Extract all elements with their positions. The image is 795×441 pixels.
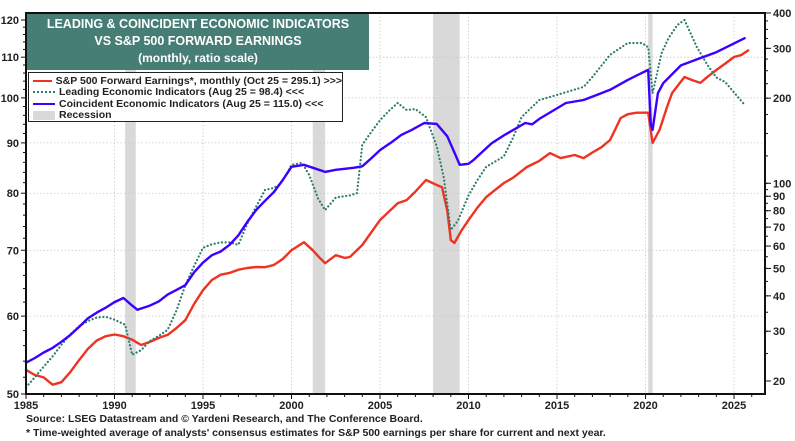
left-tick-label: 100 [1, 93, 19, 105]
title-line-3: (monthly, ratio scale) [138, 51, 258, 65]
legend-item-recession: Recession [33, 109, 342, 122]
plot-border [25, 12, 766, 395]
right-tick-label: 300 [773, 43, 791, 55]
legend-item-lei: Leading Economic Indicators (Aug 25 = 98… [33, 86, 342, 99]
series-lines [24, 18, 750, 389]
x-tick-label: 2010 [456, 400, 480, 412]
title-line-1: LEADING & COINCIDENT ECONOMIC INDICATORS [46, 17, 350, 31]
recession-bands [125, 13, 653, 394]
left-tick-label: 50 [7, 389, 19, 401]
series-sp500-forward-earnings [24, 49, 750, 386]
chart-title: LEADING & COINCIDENT ECONOMIC INDICATORS… [27, 14, 369, 70]
x-tick-label: 1985 [14, 400, 38, 412]
right-tick-label: 100 [773, 178, 791, 190]
x-tick-label: 2015 [545, 400, 569, 412]
left-tick-label: 80 [7, 188, 19, 200]
right-tick-label: 60 [773, 241, 785, 253]
legend-item-cei: Coincident Economic Indicators (Aug 25 =… [33, 98, 342, 110]
legend-item-sp500: S&P 500 Forward Earnings*, monthly (Oct … [33, 75, 342, 87]
x-tick-label: 2025 [722, 400, 746, 412]
left-tick-label: 60 [7, 311, 19, 323]
source-note: Source: LSEG Datastream and © Yardeni Re… [26, 413, 423, 425]
x-tick-label: 2020 [633, 400, 657, 412]
right-tick-label: 40 [773, 291, 785, 303]
series-leading-indicators [24, 18, 746, 389]
x-axis: 1985 1990 1995 2000 2005 2010 2015 2020 2025 [14, 394, 753, 412]
x-tick-label: 1990 [102, 400, 126, 412]
recession-band [312, 13, 326, 394]
legend-swatch-sp500 [33, 79, 52, 82]
x-tick-label: 2005 [368, 400, 392, 412]
legend-label-lei: Leading Economic Indicators (Aug 25 = 98… [59, 86, 305, 99]
legend-swatch-recession [33, 110, 55, 120]
footnote: * Time-weighted average of analysts' con… [26, 427, 606, 439]
legend-swatch-cei [33, 102, 55, 105]
right-tick-label: 200 [773, 93, 791, 105]
x-tick-label: 2000 [279, 400, 303, 412]
legend-swatch-lei [33, 91, 55, 94]
title-line-2: VS S&P 500 FORWARD EARNINGS [94, 34, 302, 48]
gridlines [26, 13, 765, 394]
recession-band [648, 13, 653, 394]
right-tick-label: 50 [773, 263, 785, 275]
legend-label-recession: Recession [59, 109, 112, 122]
x-tick-label: 1995 [191, 400, 215, 412]
recession-band [125, 13, 136, 394]
right-tick-label: 80 [773, 206, 785, 218]
left-tick-label: 110 [1, 52, 19, 64]
legend-label-sp500: S&P 500 Forward Earnings*, monthly (Oct … [55, 74, 342, 87]
left-tick-label: 90 [7, 138, 19, 150]
right-tick-label: 20 [773, 376, 785, 388]
left-tick-label: 120 [1, 15, 19, 27]
legend: S&P 500 Forward Earnings*, monthly (Oct … [28, 72, 343, 122]
right-tick-label: 90 [773, 191, 785, 203]
left-axis: 50 60 70 80 90 100 110 120 [1, 15, 26, 401]
right-tick-label: 400 [773, 8, 791, 20]
legend-label-cei: Coincident Economic Indicators (Aug 25 =… [59, 97, 324, 110]
right-tick-label: 70 [773, 222, 785, 234]
left-tick-label: 70 [7, 245, 19, 257]
plot-frame [25, 12, 766, 395]
right-tick-label: 30 [773, 326, 785, 338]
series-coincident-indicators [24, 37, 746, 364]
